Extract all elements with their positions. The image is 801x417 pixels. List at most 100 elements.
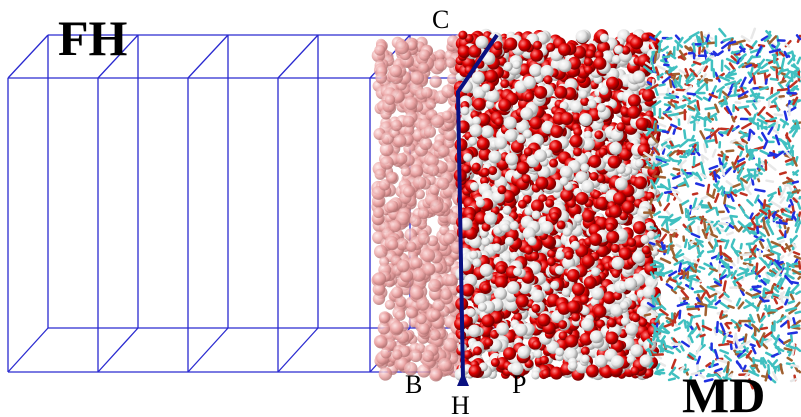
bond — [665, 204, 669, 210]
bond — [682, 291, 688, 298]
atom — [646, 192, 655, 201]
bond — [673, 374, 678, 378]
bond — [690, 279, 692, 288]
bond — [796, 312, 800, 313]
bond — [745, 63, 753, 64]
bond — [667, 211, 670, 214]
bond — [665, 104, 670, 105]
atom — [516, 161, 529, 174]
bond — [718, 51, 723, 54]
bond — [799, 262, 800, 269]
atom — [615, 177, 628, 190]
bond — [732, 51, 739, 53]
atom — [421, 87, 432, 98]
bond — [741, 254, 750, 255]
bond — [716, 208, 718, 215]
atom — [594, 130, 603, 139]
bond — [674, 130, 675, 134]
bond — [740, 268, 746, 270]
atom — [594, 57, 607, 70]
bond — [773, 294, 778, 296]
atom — [378, 322, 391, 335]
atom — [567, 300, 580, 313]
bond — [758, 107, 764, 114]
bond — [762, 133, 766, 140]
atom — [627, 238, 636, 247]
bond — [701, 335, 705, 336]
atom — [584, 57, 593, 66]
atom — [533, 349, 542, 358]
bond — [692, 316, 700, 317]
atom — [584, 276, 597, 289]
atom — [589, 233, 602, 246]
atom — [537, 313, 550, 326]
bond — [680, 70, 685, 73]
bond — [769, 165, 775, 170]
atom — [532, 340, 541, 349]
bond — [764, 200, 765, 208]
bond — [732, 240, 734, 245]
atom — [379, 367, 393, 381]
atom — [641, 235, 650, 244]
atom — [542, 282, 551, 291]
bond — [782, 59, 784, 67]
bond — [688, 211, 689, 220]
atom — [534, 149, 547, 162]
atom — [512, 60, 521, 69]
bond — [762, 161, 764, 165]
bond — [697, 240, 702, 241]
bond — [725, 356, 731, 361]
atom — [389, 65, 402, 78]
atom — [565, 335, 578, 348]
atom — [645, 222, 654, 231]
bond — [787, 81, 790, 86]
atom — [579, 113, 592, 126]
atom — [443, 233, 455, 245]
atom — [528, 237, 537, 246]
bond — [650, 243, 654, 244]
bond — [669, 114, 678, 116]
bond — [768, 312, 774, 314]
atom — [504, 117, 517, 130]
bond — [647, 87, 651, 89]
atom — [481, 237, 490, 246]
bond — [750, 214, 752, 218]
bond — [793, 182, 798, 183]
atom — [468, 324, 481, 337]
bond — [734, 334, 736, 343]
bond — [762, 64, 767, 68]
bond — [664, 112, 671, 113]
bond — [661, 342, 662, 351]
atom — [494, 41, 503, 50]
atom — [472, 258, 481, 267]
atom — [523, 76, 536, 89]
bond — [788, 358, 792, 360]
atom — [579, 90, 588, 99]
atom — [497, 265, 506, 274]
atom — [394, 135, 407, 148]
atom — [401, 166, 411, 176]
bond — [702, 196, 709, 199]
atom — [574, 214, 583, 223]
atom — [391, 287, 403, 299]
label-c: C — [432, 5, 449, 34]
label-h: H — [451, 391, 470, 417]
bond — [690, 336, 692, 342]
bond — [708, 185, 709, 193]
bond — [707, 227, 709, 232]
bond — [798, 204, 800, 209]
atom — [627, 106, 640, 119]
atom — [550, 212, 559, 221]
atom — [472, 116, 481, 125]
atom — [581, 318, 594, 331]
atom — [524, 147, 533, 156]
atom — [390, 321, 403, 334]
atom — [588, 155, 601, 168]
atom — [545, 199, 554, 208]
atom — [477, 137, 490, 150]
bond — [778, 347, 779, 353]
atom — [634, 176, 647, 189]
bond — [661, 305, 665, 309]
bond — [661, 259, 670, 263]
atom — [472, 163, 481, 172]
